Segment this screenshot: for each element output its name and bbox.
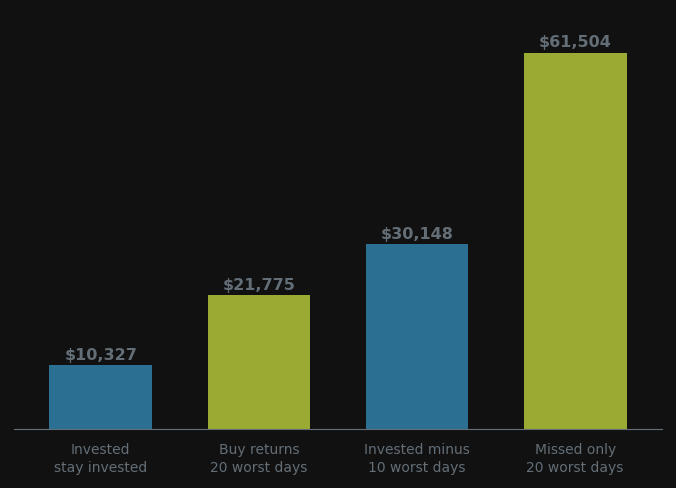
Bar xyxy=(208,296,310,428)
Bar xyxy=(366,245,468,428)
Text: $61,504: $61,504 xyxy=(539,35,612,50)
Bar xyxy=(49,366,152,428)
Bar xyxy=(524,54,627,428)
Text: $30,148: $30,148 xyxy=(381,226,454,241)
Text: $10,327: $10,327 xyxy=(64,347,137,362)
Text: $21,775: $21,775 xyxy=(222,277,295,292)
